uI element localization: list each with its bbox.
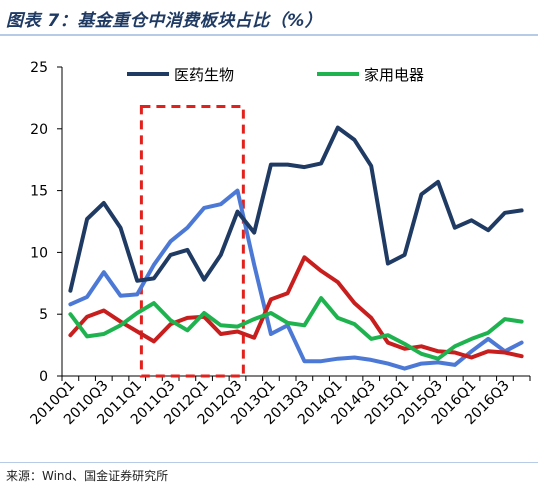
- figure-title-bar: 图表 7：基金重仓中消费板块占比（%）: [0, 0, 538, 36]
- series-line-0: [68, 125, 524, 293]
- axes: 05101520252010Q12010Q32011Q12011Q32012Q1…: [28, 60, 531, 428]
- legend-label-0: 医药生物: [174, 66, 234, 84]
- y-tick-label: 0: [39, 369, 48, 385]
- legend-label-1: 家用电器: [364, 66, 424, 84]
- y-tick-label: 25: [30, 60, 48, 76]
- title-divider: [0, 34, 538, 36]
- series-lines: [68, 125, 524, 371]
- legend: 医药生物 家用电器: [127, 66, 424, 84]
- figure-title: 图表 7：基金重仓中消费板块占比（%）: [6, 11, 323, 31]
- highlight-box: [139, 105, 245, 378]
- line-chart: 05101520252010Q12010Q32011Q12011Q32012Q1…: [28, 60, 531, 428]
- series-line-1: [68, 296, 524, 361]
- y-tick-label: 20: [30, 122, 48, 138]
- source-divider: [0, 462, 538, 463]
- y-tick-label: 15: [30, 184, 48, 200]
- source-note: 来源：Wind、国金证券研究所: [6, 469, 169, 483]
- y-tick-label: 5: [39, 307, 48, 323]
- y-tick-label: 10: [30, 245, 48, 261]
- highlight-box-layer: [139, 105, 245, 378]
